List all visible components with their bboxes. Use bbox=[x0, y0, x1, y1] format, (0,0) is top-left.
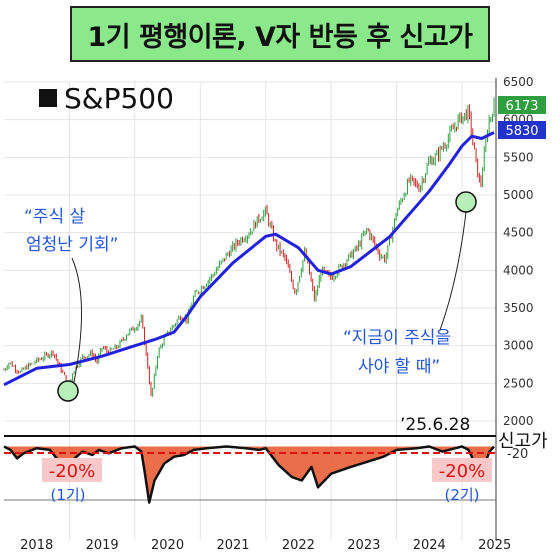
minus20-label-2: -20% bbox=[439, 461, 486, 482]
highlight-circle-2018 bbox=[57, 380, 79, 402]
x-tick-label: 2025 bbox=[478, 538, 511, 553]
y-tick-label: 2500 bbox=[503, 376, 534, 390]
x-axis-ticks: 2018 2019 2020 2021 2022 2023 2024 2025 bbox=[20, 538, 511, 553]
y-tick-label: 4500 bbox=[503, 226, 534, 240]
legend-swatch bbox=[39, 89, 57, 107]
price-badge: 6173 bbox=[498, 96, 546, 114]
x-tick-label: 2020 bbox=[151, 538, 184, 553]
x-tick-label: 2021 bbox=[216, 538, 249, 553]
period-label-2: (2기) bbox=[444, 486, 479, 504]
x-tick-label: 2023 bbox=[347, 538, 380, 553]
y-tick-label: 4000 bbox=[503, 263, 534, 277]
annotation-buy-chance-line2: 엄청난 기회” bbox=[26, 235, 118, 255]
moving-average bbox=[3, 131, 495, 387]
ma-line bbox=[3, 131, 495, 387]
legend-label: S&P500 bbox=[64, 82, 174, 115]
y-tick-label: 2000 bbox=[503, 414, 534, 428]
grid-lines bbox=[4, 81, 496, 540]
drawdown-level-label: -20 bbox=[507, 447, 528, 462]
new-high-tag: 신고가 bbox=[498, 431, 548, 452]
x-tick-label: 2024 bbox=[413, 538, 446, 553]
ma-badge: 5830 bbox=[498, 121, 546, 139]
price-badge-value: 6173 bbox=[505, 99, 538, 114]
annotation-buy-stocks-pointer bbox=[439, 211, 467, 331]
annotation-buy-chance-line1: “주식 살 bbox=[24, 207, 85, 227]
minus20-label-2018: -20% bbox=[42, 458, 102, 482]
y-tick-label: 6500 bbox=[503, 75, 534, 89]
y-tick-label: 3000 bbox=[503, 339, 534, 353]
ma-badge-value: 5830 bbox=[505, 124, 538, 139]
highlight-circle-2025 bbox=[455, 191, 477, 213]
x-tick-label: 2019 bbox=[86, 538, 119, 553]
y-tick-label: 5500 bbox=[503, 150, 534, 164]
annotation-buy-chance-pointer bbox=[71, 257, 82, 383]
date-label: ’25.6.28 bbox=[400, 415, 470, 435]
x-tick-label: 2022 bbox=[282, 538, 315, 553]
minus20-label-2025: -20% bbox=[432, 458, 492, 482]
annotation-buy-stocks-line1: “지금이 주식을 bbox=[343, 328, 451, 348]
y-tick-label: 5000 bbox=[503, 188, 534, 202]
period-label-1: (1기) bbox=[50, 486, 85, 504]
y-tick-label: 3500 bbox=[503, 301, 534, 315]
page-title: 1기 평행이론, V자 반등 후 신고가 bbox=[70, 6, 490, 62]
x-tick-label: 2018 bbox=[20, 538, 53, 553]
minus20-label-1: -20% bbox=[49, 461, 96, 482]
annotation-buy-stocks-line2: 사야 할 때” bbox=[358, 357, 440, 377]
